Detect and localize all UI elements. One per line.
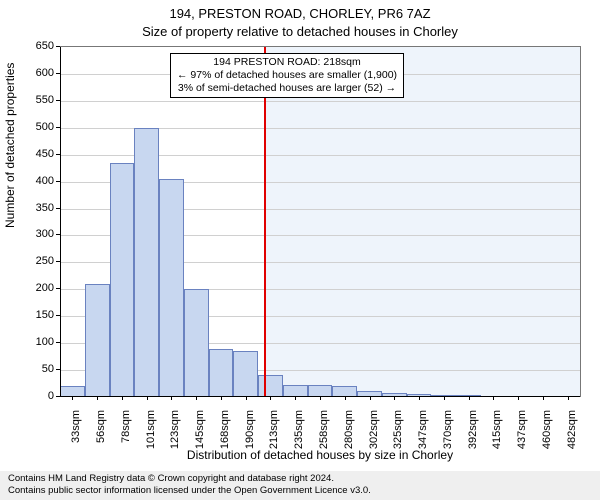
y-tick-label: 550 bbox=[26, 94, 54, 106]
histogram-bar bbox=[258, 375, 283, 397]
chart-annotation-box: 194 PRESTON ROAD: 218sqm← 97% of detache… bbox=[170, 53, 404, 98]
histogram-bar bbox=[159, 179, 184, 397]
y-axis bbox=[60, 47, 61, 397]
y-tick-label: 450 bbox=[26, 148, 54, 160]
footer-attribution: Contains HM Land Registry data © Crown c… bbox=[0, 471, 600, 500]
histogram-bar bbox=[134, 128, 159, 397]
x-axis-label: Distribution of detached houses by size … bbox=[60, 448, 580, 462]
y-tick-label: 500 bbox=[26, 121, 54, 133]
chart-plot-area: 194 PRESTON ROAD: 218sqm← 97% of detache… bbox=[60, 46, 581, 397]
footer-line-2: Contains public sector information licen… bbox=[8, 485, 592, 497]
page: 194, PRESTON ROAD, CHORLEY, PR6 7AZ Size… bbox=[0, 0, 600, 500]
y-tick-label: 400 bbox=[26, 175, 54, 187]
page-subtitle: Size of property relative to detached ho… bbox=[0, 24, 600, 39]
y-tick-label: 650 bbox=[26, 40, 54, 52]
y-axis-label: Number of detached properties bbox=[3, 208, 17, 228]
annotation-line: 194 PRESTON ROAD: 218sqm bbox=[177, 56, 397, 69]
histogram-bar bbox=[184, 289, 209, 397]
annotation-line: ← 97% of detached houses are smaller (1,… bbox=[177, 69, 397, 82]
y-tick-label: 100 bbox=[26, 336, 54, 348]
y-tick-label: 0 bbox=[26, 390, 54, 402]
chart-shaded-region bbox=[264, 47, 580, 397]
y-tick-label: 600 bbox=[26, 67, 54, 79]
page-title: 194, PRESTON ROAD, CHORLEY, PR6 7AZ bbox=[0, 6, 600, 21]
histogram-bar bbox=[233, 351, 258, 397]
histogram-bar bbox=[110, 163, 135, 397]
y-tick-label: 250 bbox=[26, 255, 54, 267]
y-tick-label: 50 bbox=[26, 363, 54, 375]
chart-marker-line bbox=[264, 47, 266, 397]
y-tick-label: 350 bbox=[26, 202, 54, 214]
footer-line-1: Contains HM Land Registry data © Crown c… bbox=[8, 473, 592, 485]
annotation-line: 3% of semi-detached houses are larger (5… bbox=[177, 82, 397, 95]
y-tick-label: 150 bbox=[26, 309, 54, 321]
y-tick-label: 300 bbox=[26, 228, 54, 240]
y-tick-label: 200 bbox=[26, 282, 54, 294]
histogram-bar bbox=[209, 349, 234, 397]
histogram-bar bbox=[85, 284, 110, 397]
